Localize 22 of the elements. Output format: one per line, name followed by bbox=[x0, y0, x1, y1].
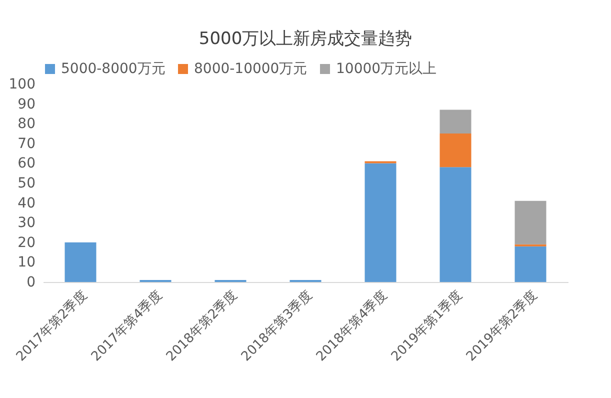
y-tick-label: 80 bbox=[18, 116, 36, 132]
bar bbox=[440, 167, 472, 282]
legend-label: 10000万元以上 bbox=[336, 61, 437, 77]
y-tick-label: 50 bbox=[18, 176, 36, 192]
chart-title: 5000万以上新房成交量趋势 bbox=[198, 29, 412, 49]
bar bbox=[364, 163, 396, 282]
y-tick-label: 0 bbox=[26, 274, 36, 290]
bar bbox=[64, 242, 96, 282]
y-tick-label: 70 bbox=[18, 136, 36, 152]
y-tick-label: 40 bbox=[18, 195, 36, 212]
bar bbox=[514, 246, 546, 282]
y-tick-label: 20 bbox=[18, 234, 36, 251]
y-tick-label: 90 bbox=[18, 96, 36, 112]
legend-label: 8000-10000万元 bbox=[194, 61, 308, 77]
bar bbox=[440, 134, 472, 168]
bar bbox=[440, 110, 472, 134]
y-tick-label: 10 bbox=[18, 254, 36, 271]
y-tick-label: 100 bbox=[8, 76, 36, 92]
bar bbox=[514, 200, 546, 244]
y-tick-label: 30 bbox=[18, 215, 36, 232]
legend-label: 5000-8000万元 bbox=[61, 61, 166, 77]
y-tick-label: 60 bbox=[18, 156, 36, 172]
